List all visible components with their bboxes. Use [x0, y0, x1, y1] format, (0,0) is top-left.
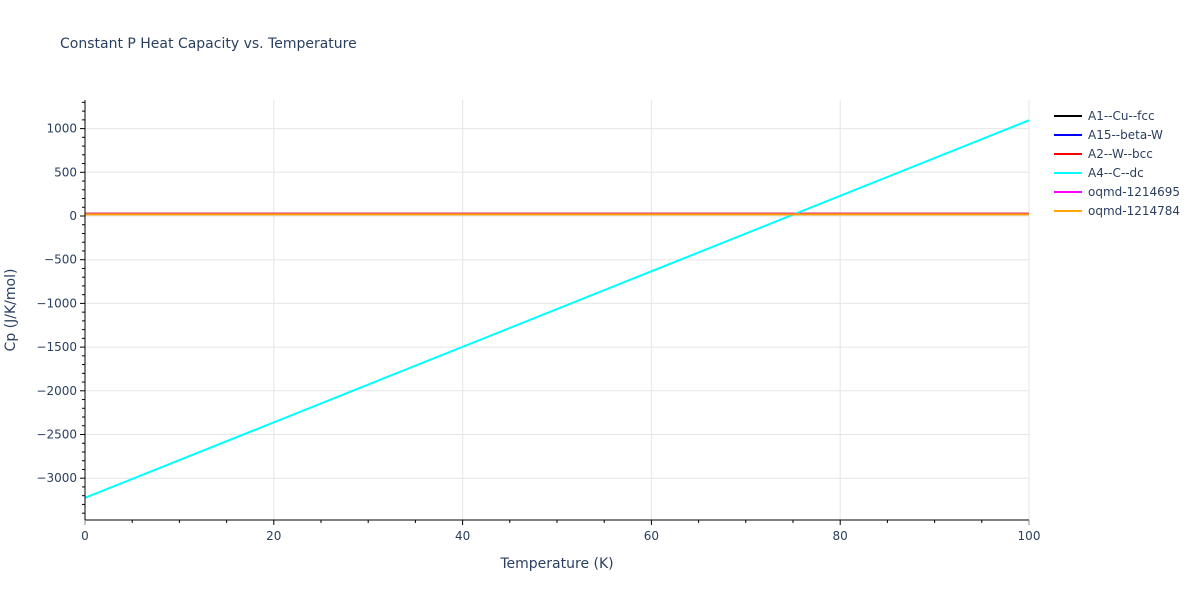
x-tick-label: 60	[644, 529, 659, 543]
legend-item[interactable]: A15--beta-W	[1054, 125, 1180, 144]
x-tick-label: 0	[81, 529, 89, 543]
y-tick-label: −3000	[36, 471, 77, 485]
legend-label: A15--beta-W	[1088, 127, 1163, 142]
grid-lines	[85, 100, 1030, 520]
legend-item[interactable]: A4--C--dc	[1054, 163, 1180, 182]
series-line	[84, 119, 1030, 499]
x-tick-label: 20	[266, 529, 281, 543]
legend-item[interactable]: oqmd-1214784	[1054, 201, 1180, 220]
legend-label: A2--W--bcc	[1088, 146, 1153, 161]
legend-swatch-icon	[1054, 209, 1082, 212]
legend-label: oqmd-1214695	[1088, 184, 1181, 199]
legend-swatch-icon	[1054, 152, 1082, 155]
y-tick-label: 0	[69, 209, 77, 223]
y-tick-label: −500	[44, 253, 77, 267]
x-tick-label: 100	[1018, 529, 1041, 543]
legend-label: A1--Cu--fcc	[1088, 108, 1155, 123]
series-lines	[84, 119, 1030, 499]
x-tick-label: 40	[455, 529, 470, 543]
legend-label: oqmd-1214784	[1088, 203, 1181, 218]
x-axis-title: Temperature (K)	[499, 556, 613, 572]
legend-item[interactable]: oqmd-1214695	[1054, 182, 1180, 201]
chart-title: Constant P Heat Capacity vs. Temperature	[60, 36, 357, 52]
legend-item[interactable]: A2--W--bcc	[1054, 144, 1180, 163]
legend-swatch-icon	[1054, 114, 1082, 117]
x-tick-label: 80	[833, 529, 848, 543]
y-tick-label: 500	[54, 165, 77, 179]
y-tick-label: −1000	[36, 296, 77, 310]
y-tick-label: 1000	[46, 122, 77, 136]
legend-swatch-icon	[1054, 190, 1082, 193]
y-tick-label: −2500	[36, 428, 77, 442]
legend-label: A4--C--dc	[1088, 165, 1144, 180]
legend-item[interactable]: A1--Cu--fcc	[1054, 106, 1180, 125]
axes: −3000 −2500 −2000 −1500 −1000 −500 0 500 1000 0 20…	[36, 100, 1040, 543]
y-axis-title: Cp (J/K/mol)	[3, 269, 19, 352]
legend: A1--Cu--fcc A15--beta-W A2--W--bcc A4--C--d…	[1054, 106, 1180, 220]
legend-swatch-icon	[1054, 171, 1082, 174]
y-tick-label: −2000	[36, 384, 77, 398]
legend-swatch-icon	[1054, 133, 1082, 136]
y-tick-label: −1500	[36, 340, 77, 354]
